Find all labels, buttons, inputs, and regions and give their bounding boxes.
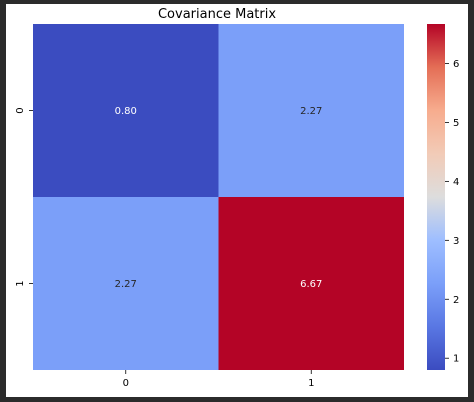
- colorbar-tick-label: 4: [453, 177, 459, 188]
- y-tick-label: 0: [15, 107, 26, 113]
- colorbar-tick-label: 5: [453, 118, 459, 129]
- heatmap-cell: [218, 24, 404, 197]
- cell-value-label: 0.80: [115, 106, 137, 117]
- cell-value-label: 2.27: [115, 279, 137, 290]
- cell-value-label: 2.27: [300, 106, 322, 117]
- y-tick-label: 1: [15, 280, 26, 286]
- chart-title: Covariance Matrix: [158, 7, 276, 22]
- colorbar-tick-label: 1: [453, 354, 459, 365]
- heatmap-cells: 0.80 2.27 2.27 6.67: [33, 24, 404, 370]
- colorbar-tick-label: 6: [453, 59, 459, 70]
- heatmap-cell: [218, 197, 404, 370]
- colorbar: 1 2 3 4 5 6: [427, 24, 459, 370]
- heatmap-cell: [33, 197, 219, 370]
- colorbar-tick-label: 2: [453, 295, 459, 306]
- heatmap-cell: [33, 24, 219, 197]
- colorbar-gradient: [427, 24, 445, 370]
- x-tick-label: 1: [308, 378, 314, 389]
- colorbar-tick-label: 3: [453, 236, 459, 247]
- x-tick-label: 0: [123, 378, 129, 389]
- cell-value-label: 6.67: [300, 279, 322, 290]
- y-axis: 01: [15, 107, 33, 287]
